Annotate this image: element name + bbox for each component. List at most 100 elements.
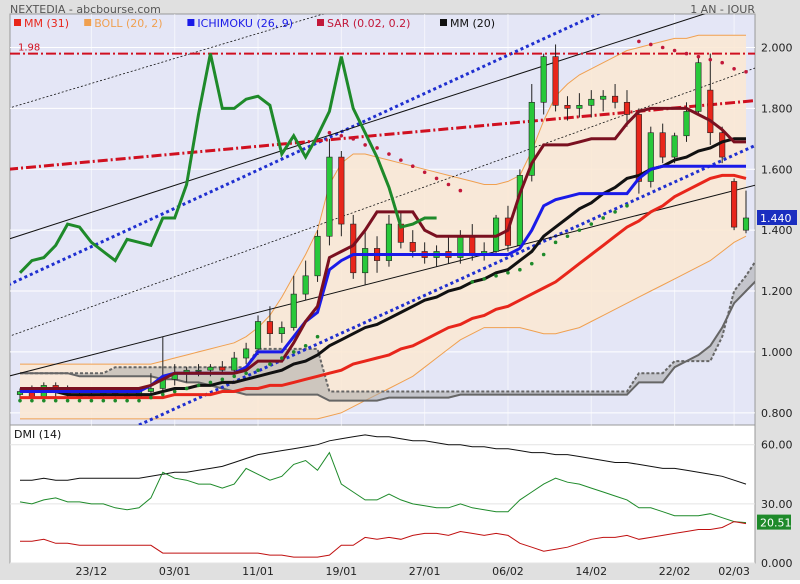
candle-body bbox=[695, 62, 702, 112]
sar-dot bbox=[327, 130, 332, 135]
sar-dot bbox=[458, 188, 463, 193]
sar-dot bbox=[577, 228, 582, 232]
bollinger-fill bbox=[20, 35, 746, 419]
dmi-di-line bbox=[20, 521, 747, 558]
main-y-tick-label: 1.600 bbox=[761, 163, 793, 176]
sar-dot bbox=[613, 210, 617, 214]
candle-body bbox=[326, 156, 333, 237]
legend-label: MM (20) bbox=[450, 17, 495, 30]
legend-label: ICHIMOKU (26, 9) bbox=[197, 17, 293, 30]
ichimoku-kijun-line bbox=[20, 106, 746, 390]
sar-dot bbox=[720, 60, 724, 65]
x-tick-label: 06/02 bbox=[492, 565, 524, 578]
sar-dot bbox=[410, 164, 415, 169]
candle-body bbox=[469, 235, 476, 255]
sar-dot bbox=[470, 280, 475, 284]
moving-averages bbox=[18, 53, 747, 400]
dmi-lines bbox=[19, 434, 747, 558]
dmi-plot-background bbox=[9, 424, 756, 564]
candle-body bbox=[612, 95, 619, 103]
sar-dot bbox=[172, 389, 177, 394]
sar-dot bbox=[506, 270, 510, 275]
source-title: NEXTEDIA - abcbourse.com bbox=[10, 3, 161, 16]
support-line bbox=[10, 184, 755, 377]
dmi-y-tick-label: 30.00 bbox=[761, 498, 793, 511]
candle-body bbox=[338, 156, 345, 225]
x-tick-label: 19/01 bbox=[325, 565, 357, 578]
sar-dot bbox=[280, 356, 284, 360]
main-y-tick-label: 1.000 bbox=[761, 346, 793, 359]
ma31-line bbox=[20, 173, 747, 400]
candle-body bbox=[207, 366, 214, 371]
main-y-tick-label: 2.000 bbox=[761, 41, 793, 54]
candle-body bbox=[731, 181, 738, 228]
sar-dot bbox=[732, 67, 736, 71]
dmi-last-value-box bbox=[757, 514, 791, 530]
sar-dot bbox=[601, 216, 605, 220]
ma20-line bbox=[20, 137, 746, 397]
dmi-title: DMI (14) bbox=[14, 428, 61, 441]
last-price-badge-box bbox=[757, 210, 797, 225]
candle-body bbox=[683, 111, 690, 137]
dmi-last-value-badge: 20.51 bbox=[757, 514, 792, 530]
legend-label: SAR (0.02, 0.2) bbox=[327, 17, 410, 30]
candle-body bbox=[540, 56, 547, 103]
sar-dot bbox=[708, 57, 713, 62]
channel-outer-line-a bbox=[10, 67, 755, 337]
dmi-di-line bbox=[19, 451, 747, 524]
sar-dot bbox=[648, 42, 653, 47]
candle-body bbox=[385, 223, 393, 261]
last-price-badge: 1.440 bbox=[757, 210, 797, 225]
sar-dot bbox=[684, 51, 689, 56]
candle-body bbox=[659, 132, 666, 158]
sar-dot bbox=[89, 398, 94, 403]
candle-body bbox=[290, 293, 297, 328]
dmi-y-tick-label: 0.000 bbox=[761, 557, 793, 570]
bollinger-upper-line bbox=[20, 34, 746, 365]
x-tick-label: 14/02 bbox=[575, 565, 607, 578]
sar-dot bbox=[268, 362, 272, 366]
main-y-tick-label: 1.200 bbox=[761, 285, 793, 298]
candle-body bbox=[195, 369, 202, 372]
sar-dot bbox=[399, 158, 403, 162]
sar-dot bbox=[220, 377, 225, 382]
candle-body bbox=[528, 101, 535, 176]
main-legend: MM (31) BOLL (20, 2) ICHIMOKU (26, 9) SAR (… bbox=[14, 17, 495, 30]
x-tick-label: 03/01 bbox=[159, 565, 191, 578]
candle-body bbox=[707, 89, 714, 134]
x-tick-label: 23/12 bbox=[76, 565, 108, 578]
main-y-tick-label: 0.800 bbox=[761, 407, 793, 420]
sar-dot bbox=[65, 398, 70, 403]
sar-dot bbox=[696, 54, 701, 59]
resistance-level-label: 1.98 bbox=[18, 43, 40, 54]
candle-body bbox=[314, 235, 321, 277]
candle-body bbox=[671, 135, 678, 158]
sar-dot bbox=[42, 398, 46, 403]
sar-dot bbox=[161, 392, 165, 397]
sar-dot bbox=[315, 334, 320, 339]
sar-dot bbox=[149, 395, 153, 400]
candle-body bbox=[623, 101, 631, 115]
main-y-tick-label: 1.800 bbox=[761, 102, 793, 115]
candle-body bbox=[552, 56, 559, 106]
candle-body bbox=[600, 95, 607, 100]
x-tick-label: 22/02 bbox=[659, 565, 691, 578]
sar-dot bbox=[18, 398, 22, 403]
candle-body bbox=[350, 223, 357, 274]
candle-body bbox=[266, 321, 273, 334]
candle-body bbox=[516, 175, 523, 246]
sar-dot bbox=[541, 252, 546, 257]
dmi-gridlines bbox=[10, 444, 755, 564]
sar-dot bbox=[672, 48, 677, 53]
sar-dot bbox=[553, 240, 558, 245]
sar-dot bbox=[744, 70, 748, 74]
legend-label: BOLL (20, 2) bbox=[94, 17, 162, 30]
dmi-y-axis: 0.000 30.00 60.00 bbox=[761, 439, 793, 570]
sar-dot bbox=[101, 398, 106, 403]
legend-label: MM (31) bbox=[24, 17, 69, 30]
candle-body bbox=[362, 248, 369, 274]
sar-dot bbox=[303, 344, 308, 348]
sar-dot bbox=[375, 146, 379, 150]
main-y-axis: 0.800 1.000 1.200 1.400 1.600 1.800 2.000 bbox=[761, 41, 793, 419]
